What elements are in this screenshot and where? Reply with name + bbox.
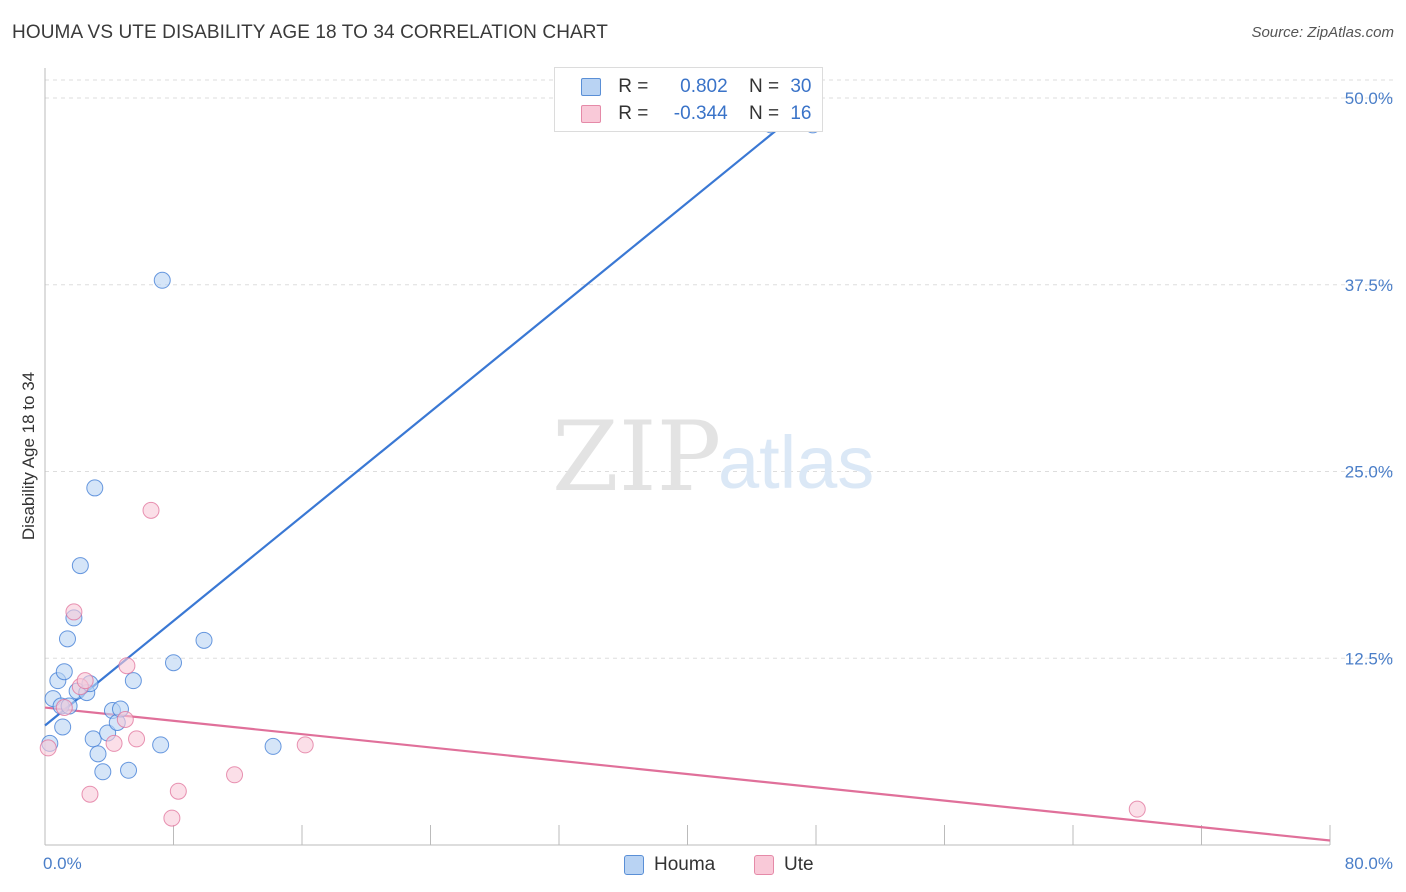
point-houma [152, 736, 170, 754]
point-ute [226, 766, 244, 784]
series-legend: Houma Ute [0, 851, 1406, 879]
axes [44, 68, 1331, 846]
point-ute [142, 501, 160, 519]
chart-title: HOUMA VS UTE DISABILITY AGE 18 TO 34 COR… [12, 22, 608, 43]
legend-row-houma: R = 0.802 N = 30 [581, 73, 811, 101]
point-ute [1128, 800, 1146, 818]
point-houma [124, 672, 142, 690]
point-ute [116, 711, 134, 729]
point-houma [264, 737, 282, 755]
y-tick-label: 37.5% [1345, 276, 1393, 295]
n-label: N = [748, 103, 780, 124]
point-houma [195, 631, 213, 649]
point-ute [105, 734, 123, 752]
point-houma [86, 479, 104, 497]
legend-swatch-ute [754, 854, 774, 875]
point-ute [128, 730, 146, 748]
legend-swatch-houma [581, 77, 601, 96]
point-ute [296, 736, 314, 754]
r-label: R = [618, 103, 649, 124]
n-value-ute: 16 [790, 103, 812, 124]
source-label: Source: ZipAtlas.com [1251, 24, 1394, 41]
watermark-zip: ZIP [552, 401, 721, 513]
point-ute [55, 699, 73, 717]
legend-row-ute: R = -0.344 N = 16 [581, 100, 811, 128]
point-ute [81, 785, 99, 803]
tick-labels: 12.5% 25.0% 37.5% 50.0% 0.0% 80.0% [43, 89, 1393, 873]
point-houma [84, 730, 102, 748]
trend-line-houma [44, 97, 817, 727]
n-value-houma: 30 [790, 76, 812, 97]
y-axis-label: Disability Age 18 to 34 [19, 372, 38, 540]
point-ute [39, 739, 57, 757]
gridlines [45, 79, 1395, 659]
legend-swatch-ute [581, 104, 601, 123]
legend-item-ute[interactable]: Ute [754, 851, 814, 879]
point-houma [58, 630, 76, 648]
point-houma [153, 271, 171, 289]
x-tick-label-min: 0.0% [43, 854, 82, 873]
r-value-houma: 0.802 [680, 76, 728, 97]
point-ute [76, 672, 94, 690]
watermark-atlas: atlas [718, 421, 874, 504]
y-tick-label: 25.0% [1345, 463, 1393, 482]
legend-label-houma: Houma [654, 854, 716, 875]
point-ute [65, 603, 83, 621]
x-tick-label-max: 80.0% [1345, 854, 1393, 873]
y-tick-label: 50.0% [1345, 89, 1393, 108]
point-ute [163, 809, 181, 827]
r-value-ute: -0.344 [673, 103, 728, 124]
point-houma [120, 761, 138, 779]
legend-swatch-houma [624, 854, 644, 875]
point-ute [169, 782, 187, 800]
point-houma [71, 557, 89, 575]
point-houma [94, 763, 112, 781]
n-label: N = [748, 76, 780, 97]
r-label: R = [618, 76, 649, 97]
point-houma [165, 654, 182, 672]
stats-legend: R = 0.802 N = 30 R = -0.344 N = 16 [554, 67, 823, 132]
y-tick-label: 12.5% [1345, 649, 1393, 668]
watermark: ZIP atlas [552, 401, 874, 513]
point-ute [118, 657, 136, 675]
point-houma [54, 718, 72, 736]
point-houma [89, 745, 107, 763]
legend-label-ute: Ute [784, 854, 814, 875]
trend-line-ute [44, 706, 1331, 842]
trend-lines [44, 97, 1331, 842]
legend-item-houma[interactable]: Houma [624, 851, 715, 879]
point-houma [55, 663, 73, 681]
